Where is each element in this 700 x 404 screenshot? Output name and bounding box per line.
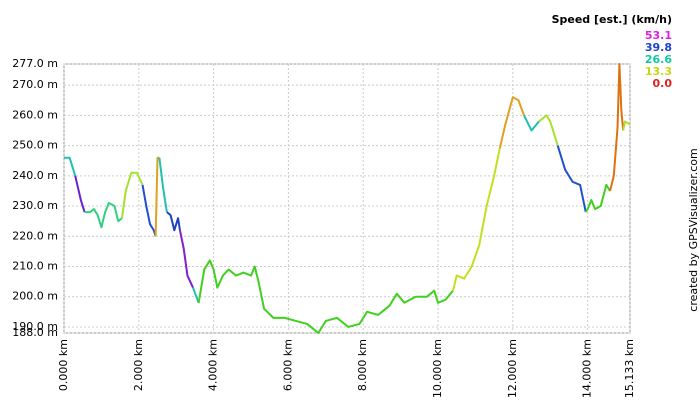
legend-label: 53.1 [645, 29, 672, 42]
elevation-line [166, 211, 181, 232]
x-tick-label: 8.000 km [356, 339, 369, 391]
legend-title: Speed [est.] (km/h) [552, 13, 672, 26]
y-tick-label: 190.0 m [12, 320, 58, 333]
elevation-line [584, 183, 611, 213]
y-tick-label: 200.0 m [12, 290, 58, 303]
credit: created by GPSVisualizer.com [687, 148, 700, 311]
y-tick-label: 277.0 m [12, 57, 58, 70]
x-tick-label: 0.000 km [57, 339, 70, 391]
y-tick-label: 260.0 m [12, 108, 58, 121]
x-tick-label: 14.000 km [581, 339, 594, 398]
legend-label: 13.3 [645, 65, 672, 78]
x-tick-label: 15.133 km [623, 339, 636, 398]
elevation-line [622, 120, 631, 131]
y-tick-label: 230.0 m [12, 199, 58, 212]
legend-label: 0.0 [653, 77, 673, 90]
elevation-line [452, 148, 501, 291]
elevation-line [120, 171, 144, 219]
elevation-line [197, 259, 454, 334]
y-tick-label: 270.0 m [12, 78, 58, 91]
elevation-line [74, 175, 86, 213]
plot-frame [63, 63, 631, 334]
y-tick-label: 210.0 m [12, 260, 58, 273]
elevation-line [154, 156, 160, 237]
elevation-line [84, 202, 123, 229]
elevation-line [609, 63, 625, 192]
y-tick-label: 240.0 m [12, 169, 58, 182]
y-tick-label: 220.0 m [12, 229, 58, 242]
elevation-line [178, 230, 194, 289]
elevation-line [556, 145, 587, 213]
legend-label: 39.8 [645, 41, 672, 54]
elevation-line [141, 184, 157, 237]
legend-label: 26.6 [645, 53, 672, 66]
elevation-line [498, 96, 525, 149]
x-tick-label: 12.000 km [506, 339, 519, 398]
y-tick-label: 188.0 m [12, 326, 58, 339]
x-tick-label: 6.000 km [281, 339, 294, 391]
elevation-line [523, 114, 540, 132]
x-tick-label: 2.000 km [132, 339, 145, 391]
x-tick-label: 4.000 km [207, 339, 220, 391]
elevation-line [64, 156, 77, 177]
elevation-line [192, 287, 200, 304]
x-tick-label: 10.000 km [431, 339, 444, 398]
elevation-line [158, 157, 168, 213]
y-tick-label: 250.0 m [12, 139, 58, 152]
elevation-line [538, 114, 559, 146]
